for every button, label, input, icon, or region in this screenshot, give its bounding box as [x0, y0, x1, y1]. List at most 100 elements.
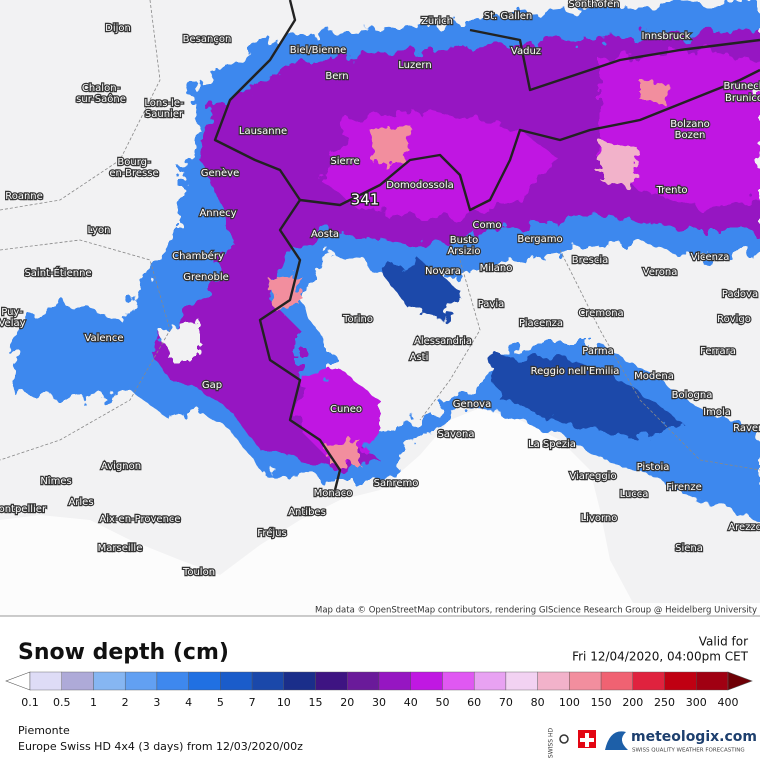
region: Piemonte [18, 724, 70, 737]
snow [10, 0, 760, 520]
city-label: Pavia [478, 299, 505, 310]
swiss-cross [580, 733, 594, 747]
scale-label: 7 [249, 696, 256, 709]
city-label: en-Bresse [109, 168, 158, 179]
scale-swatch [29, 671, 62, 691]
scale-swatch [283, 671, 316, 691]
city-label: Arezzo [728, 522, 760, 533]
valid-label: Valid for [699, 635, 748, 649]
city-label: Lucca [620, 489, 649, 500]
scale-label: 50 [435, 696, 449, 709]
city-label: Roanne [5, 191, 43, 202]
city-label: sur-Saône [76, 93, 126, 105]
city-label: Vicenza [691, 252, 730, 263]
city-label: Como [473, 220, 502, 231]
scale-swatch [600, 671, 634, 691]
scale-swatch [188, 671, 221, 691]
city-label: Avignon [101, 461, 141, 472]
city-label: Sierre [330, 156, 359, 167]
city-label: Toulon [182, 567, 215, 578]
scale-swatch [61, 671, 94, 691]
city-label: Bozen [675, 130, 706, 141]
city-label: Chambéry [172, 250, 224, 262]
scale-swatch [505, 671, 538, 691]
attribution-bg [336, 603, 760, 616]
city-label: Valence [84, 333, 123, 344]
scale-swatch [473, 671, 507, 691]
scale-over-arrow [727, 671, 753, 691]
city-label: Saunier [145, 109, 184, 120]
city-label: Ferrara [700, 346, 736, 357]
city-label: Trento [655, 185, 687, 196]
city-label: Arles [68, 497, 93, 508]
search-icon [559, 734, 569, 744]
city-label: Parma [582, 346, 614, 357]
scale-label: 150 [591, 696, 612, 709]
scale-label: 40 [404, 696, 418, 709]
city-labels: Dijon Besançon Zürich St. Gallen Sonthofen In… [0, 0, 760, 579]
city-label: Velay [0, 318, 26, 329]
city-label: Arsizio [447, 246, 480, 257]
scale-label: 10 [277, 696, 291, 709]
scale-swatch [632, 671, 665, 691]
city-label: Verona [643, 267, 678, 278]
city-label: Biel/Bienne [290, 45, 347, 56]
city-label: Bolzano [670, 119, 710, 130]
city-label: Firenze [666, 482, 702, 493]
city-label: Torino [342, 314, 373, 325]
city-label: Genève [201, 167, 239, 179]
scale-label: 300 [686, 696, 707, 709]
scale-swatch [537, 671, 570, 691]
tagline: SWISS QUALITY WEATHER FORECASTING [632, 748, 745, 754]
city-label: Dijon [105, 23, 131, 34]
scale-label: 2 [122, 696, 129, 709]
city-label: Lyon [87, 225, 110, 236]
city-label: Domodossola [386, 180, 454, 191]
city-label: Gap [202, 380, 222, 391]
city-label: Viareggio [569, 471, 616, 482]
city-label: Imola [703, 407, 731, 418]
scale-under-arrow [5, 671, 31, 691]
scale-swatch [442, 671, 475, 691]
city-label: Brescia [572, 255, 609, 266]
city-label: Fréjus [257, 527, 286, 539]
city-label: Savona [438, 429, 475, 440]
city-label: Padova [722, 289, 758, 300]
model: Europe Swiss HD 4x4 (3 days) from 12/03/… [18, 740, 303, 753]
scale-label: 60 [467, 696, 481, 709]
sea [0, 515, 300, 616]
city-label: Genova [453, 399, 491, 410]
scale-swatch [410, 671, 443, 691]
city-label: Asti [410, 352, 429, 363]
legend-title: Snow depth (cm) [18, 640, 229, 665]
scale-swatch [378, 671, 411, 691]
city-label: Bern [325, 71, 348, 82]
scale-label: 15 [309, 696, 323, 709]
scale-label: 5 [217, 696, 224, 709]
city-label: Sonthofen [568, 0, 619, 10]
brand: meteologix.com [631, 729, 757, 745]
scale-swatch [347, 671, 380, 691]
sea [300, 408, 640, 616]
city-label: Alessandria [414, 336, 472, 347]
scale-label: 200 [622, 696, 643, 709]
city-label: Chalon- [82, 83, 121, 94]
scale-swatch [220, 671, 253, 691]
city-label: Zürich [421, 16, 453, 27]
scale-label: 70 [499, 696, 513, 709]
city-label: Annecy [199, 208, 236, 219]
city-label: Piacenza [519, 318, 563, 329]
city-label: Siena [675, 543, 703, 554]
city-label: Lausanne [239, 126, 287, 137]
city-label: Cuneo [330, 404, 362, 415]
city-label: Busto [450, 235, 478, 246]
city-label: Bergamo [517, 234, 562, 245]
map: 341 Dijon Besançon Zürich St. Gallen Sonthof… [0, 0, 760, 616]
scale-swatch [664, 671, 697, 691]
scale-swatch [93, 671, 126, 691]
scale-label: 250 [654, 696, 675, 709]
scale-swatch [124, 671, 158, 691]
city-label: Aix-en-Provence [99, 514, 180, 525]
city-label: Modena [634, 371, 674, 382]
